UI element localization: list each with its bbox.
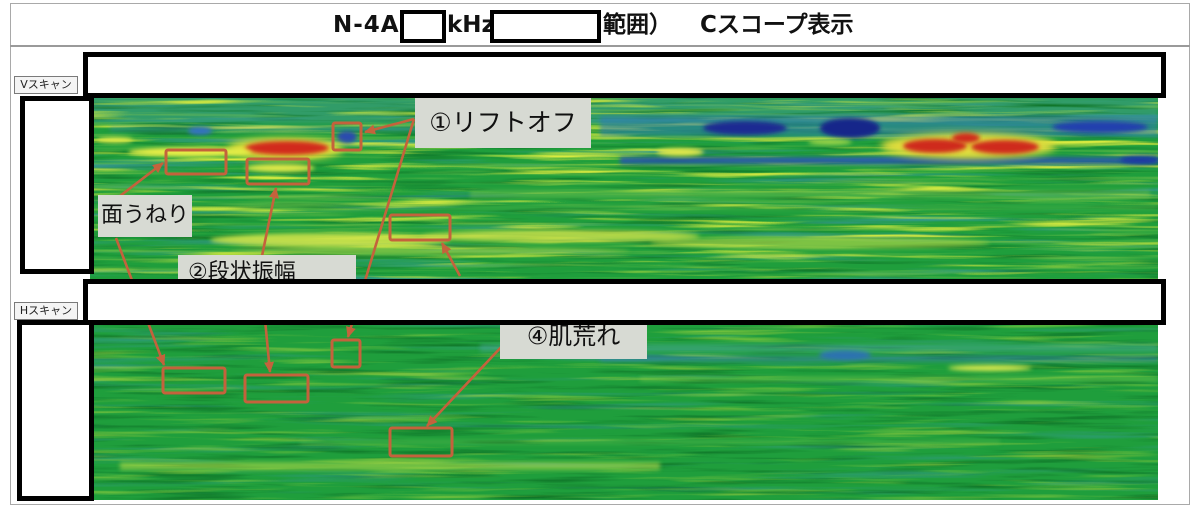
marker-box-item2-h xyxy=(243,373,310,404)
h-scan-tab: Hスキャン xyxy=(14,302,78,320)
v-scan-light-band xyxy=(90,190,1158,210)
title-range-suffix: 範囲） xyxy=(603,12,672,38)
title-model: N-4A xyxy=(333,12,400,38)
v-scan-hot-spots xyxy=(227,133,1056,160)
marker-box-roughness-v xyxy=(388,213,452,242)
figure-frame xyxy=(10,3,1190,505)
redaction-bar-h-scan xyxy=(83,279,1166,325)
label-lift-off-text: ①リフトオフ xyxy=(429,108,577,137)
marker-box-liftoff-v xyxy=(331,121,363,152)
marker-box-liftoff-h xyxy=(330,338,362,369)
h-scan-streak-features xyxy=(120,344,1158,470)
v-scan-yellow-band xyxy=(210,230,990,255)
marker-box-waviness-v xyxy=(164,148,228,176)
v-scan-yellow-spots xyxy=(97,137,852,172)
arrow-roughness-h xyxy=(426,342,506,427)
arrow-roughness-v xyxy=(440,242,462,277)
title-unit: kHz xyxy=(447,12,495,38)
annotation-markers xyxy=(161,121,454,458)
arrow-item2-v xyxy=(260,187,279,257)
marker-box-roughness-h xyxy=(388,426,454,458)
redaction-box-range xyxy=(490,10,601,43)
label-surface-waviness: 面うねり xyxy=(98,195,192,237)
v-scan-image xyxy=(90,97,1158,282)
redaction-bar-v-scan xyxy=(83,52,1166,98)
redaction-box-h-scan-left xyxy=(17,320,94,501)
v-scan-blue-blobs xyxy=(188,118,1158,164)
marker-box-item2-v xyxy=(245,157,311,186)
marker-box-waviness-h xyxy=(161,366,227,395)
title-separator xyxy=(10,45,1190,47)
title-display: Cスコープ表示 xyxy=(700,12,854,38)
redaction-box-frequency xyxy=(400,10,446,43)
v-scan-tab: Vスキャン xyxy=(14,76,78,94)
arrow-liftoff-v xyxy=(364,117,415,135)
arrow-waviness-v xyxy=(119,161,164,198)
redaction-box-v-scan-left xyxy=(20,96,94,274)
label-surface-waviness-text: 面うねり xyxy=(100,203,189,228)
label-surface-roughness-text: ④肌荒れ xyxy=(526,322,621,350)
label-lift-off: ①リフトオフ xyxy=(415,98,591,148)
